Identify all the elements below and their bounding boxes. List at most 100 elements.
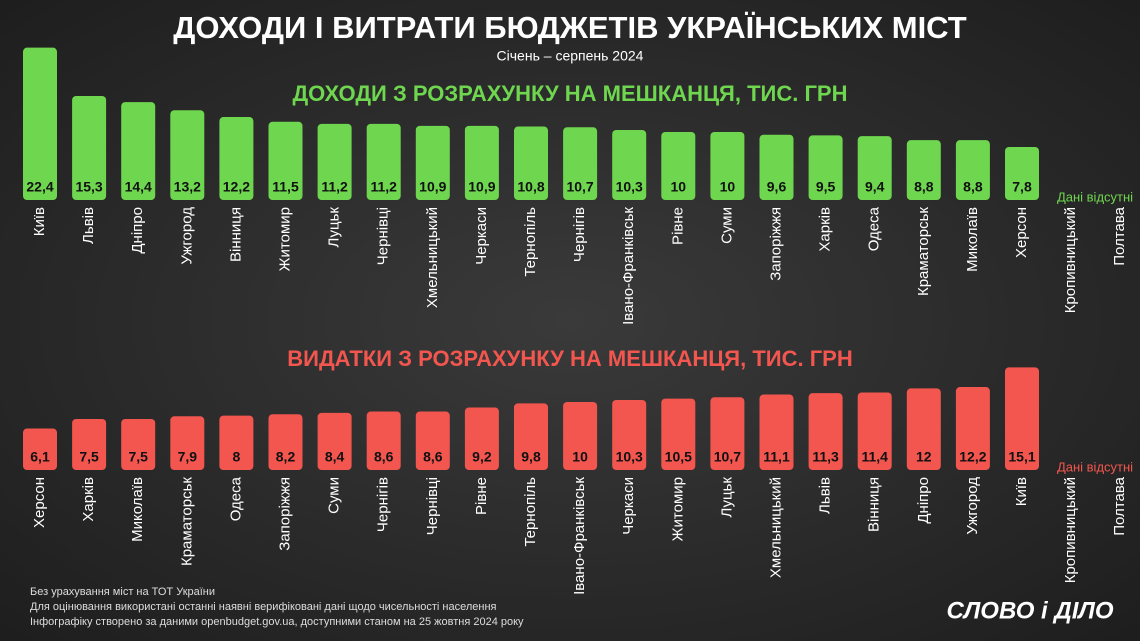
- x-tick-label: Миколаїв: [964, 207, 981, 272]
- value-label: 8,8: [963, 179, 983, 195]
- bar: [759, 134, 794, 200]
- value-label: 10: [671, 179, 687, 195]
- value-label: 15,3: [75, 179, 102, 195]
- x-tick-label: Івано-Франківськ: [620, 207, 637, 325]
- value-label: 13,2: [174, 179, 201, 195]
- x-tick-label: Суми: [326, 477, 343, 514]
- bar: [464, 125, 499, 200]
- value-label: 10: [720, 179, 736, 195]
- bar: [808, 135, 843, 200]
- x-tick-label: Дніпро: [129, 207, 146, 254]
- x-tick-label: Рівне: [473, 477, 490, 515]
- bar: [121, 102, 156, 200]
- value-label: 11,1: [763, 449, 790, 465]
- bar: [366, 123, 401, 200]
- bar: [415, 411, 450, 470]
- x-tick-label: Тернопіль: [522, 477, 539, 547]
- value-label: 10,8: [517, 179, 544, 195]
- x-tick-label: Івано-Франківськ: [571, 477, 588, 595]
- value-label: 15,1: [1008, 449, 1035, 465]
- value-label: 10,7: [714, 449, 741, 465]
- value-label: 11,4: [861, 449, 888, 465]
- x-tick-label: Чернівці: [375, 207, 392, 265]
- x-tick-label: Черкаси: [620, 477, 637, 535]
- x-tick-label: Хмельницький: [424, 207, 441, 308]
- value-label: 8,8: [914, 179, 934, 195]
- bar: [759, 394, 794, 470]
- bar: [710, 132, 745, 200]
- bar: [268, 121, 303, 200]
- bar: [464, 407, 499, 470]
- annotation: Дані відсутні: [1057, 459, 1133, 474]
- bar: [955, 140, 990, 200]
- x-tick-label: Кропивницький: [1062, 207, 1079, 313]
- value-label: 10,3: [616, 449, 643, 465]
- bar: [612, 399, 647, 470]
- bar: [268, 414, 303, 470]
- x-tick-label: Луцьк: [718, 477, 735, 518]
- bar: [955, 387, 990, 470]
- bar: [563, 127, 598, 200]
- x-tick-label: Краматорськ: [178, 477, 195, 566]
- value-label: 10: [572, 449, 588, 465]
- bar: [170, 110, 205, 200]
- value-label: 12,2: [223, 179, 250, 195]
- bar: [857, 392, 892, 470]
- value-label: 12: [916, 449, 932, 465]
- value-label: 10,7: [566, 179, 593, 195]
- x-tick-label: Чернівці: [424, 477, 441, 535]
- bar: [808, 393, 843, 470]
- x-tick-label: Чернігів: [375, 477, 392, 532]
- value-label: 9,2: [472, 449, 492, 465]
- bar: [72, 95, 107, 200]
- x-tick-label: Київ: [31, 207, 48, 236]
- x-tick-label: Чернігів: [571, 207, 588, 262]
- bar: [563, 402, 598, 470]
- note: Для оцінювання використані останні наявн…: [30, 601, 497, 613]
- x-tick-label: Львів: [80, 207, 97, 244]
- value-label: 22,4: [26, 179, 53, 195]
- value-label: 9,5: [816, 179, 836, 195]
- value-label: 8,2: [276, 449, 296, 465]
- x-tick-label: Кропивницький: [1062, 477, 1079, 583]
- bar: [661, 398, 696, 470]
- bar: [219, 415, 254, 470]
- value-label: 7,5: [128, 449, 148, 465]
- x-tick-label: Київ: [1013, 477, 1030, 506]
- value-label: 9,8: [521, 449, 541, 465]
- x-tick-label: Миколаїв: [129, 477, 146, 542]
- chart-title: ДОХОДИ З РОЗРАХУНКУ НА МЕШКАНЦЯ, ТИС. ГР…: [293, 81, 848, 106]
- bar: [121, 419, 156, 470]
- bar: [23, 47, 57, 201]
- bar: [906, 140, 941, 200]
- bar: [1005, 146, 1039, 200]
- bar: [1005, 367, 1039, 470]
- bar: [514, 403, 548, 470]
- value-label: 9,4: [865, 179, 885, 195]
- value-label: 10,9: [419, 179, 446, 195]
- x-tick-label: Запоріжжя: [276, 477, 293, 551]
- value-label: 8,6: [374, 449, 394, 465]
- bar: [219, 117, 254, 200]
- x-tick-label: Одеса: [227, 476, 244, 521]
- x-tick-label: Луцьк: [326, 207, 343, 248]
- bar: [415, 125, 450, 200]
- value-label: 6,1: [30, 449, 50, 465]
- value-label: 7,9: [178, 449, 198, 465]
- value-label: 10,5: [665, 449, 692, 465]
- value-label: 8,4: [325, 449, 345, 465]
- bar: [317, 412, 352, 470]
- value-label: 8: [233, 449, 241, 465]
- value-label: 7,5: [79, 449, 99, 465]
- x-tick-label: Львів: [817, 477, 834, 514]
- x-tick-label: Ужгород: [178, 207, 195, 265]
- note: Без урахування міст на ТОТ України: [30, 586, 215, 598]
- x-tick-label: Херсон: [1013, 207, 1030, 258]
- subtitle: Січень – серпень 2024: [497, 48, 644, 64]
- x-tick-label: Запоріжжя: [767, 207, 784, 281]
- bar: [857, 136, 892, 200]
- x-tick-label: Черкаси: [473, 207, 490, 265]
- bar: [170, 416, 205, 470]
- bar: [72, 419, 107, 470]
